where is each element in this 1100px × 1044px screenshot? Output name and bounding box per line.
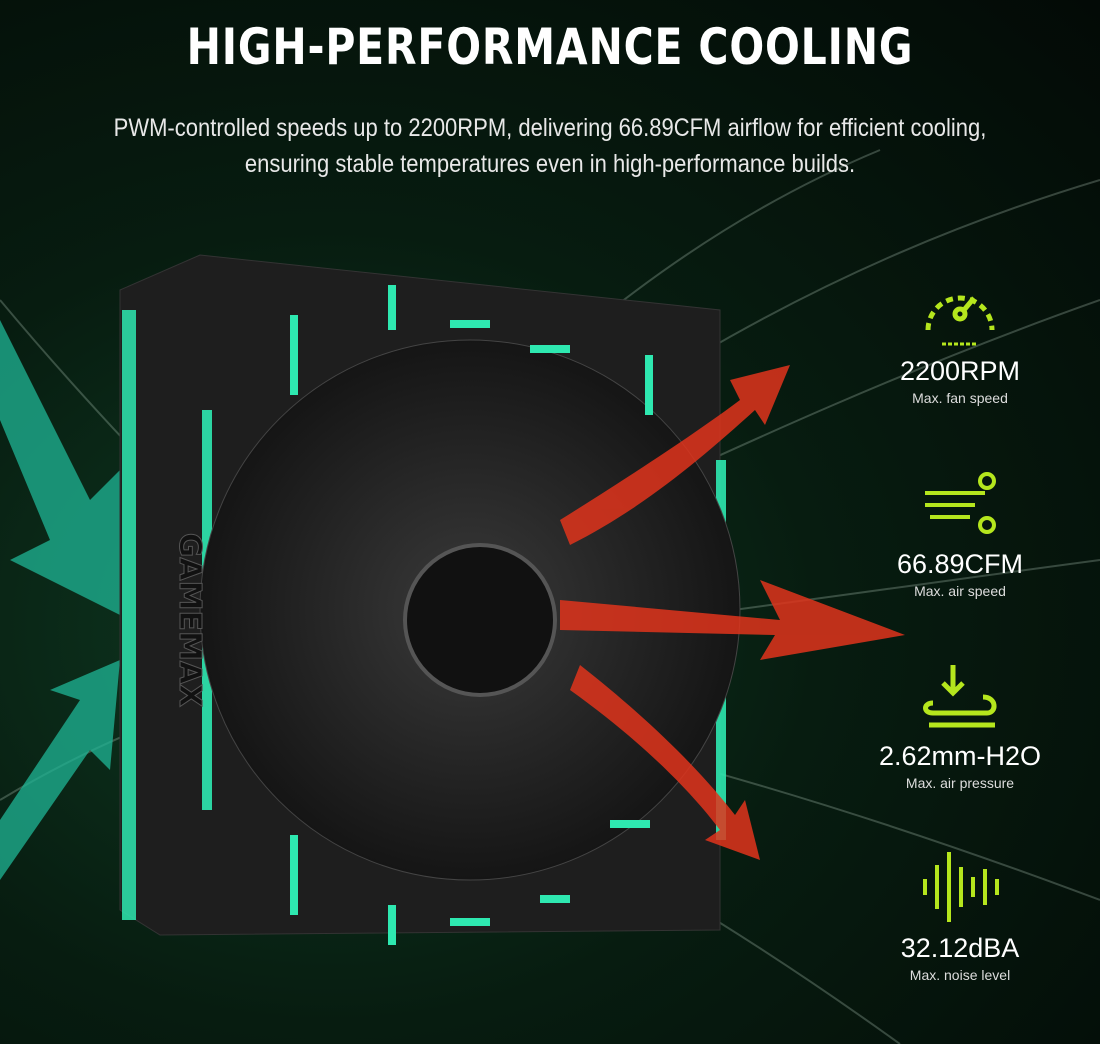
stat-noise: 32.12dBA Max. noise level: [860, 847, 1060, 983]
brand-logo: GAMEMAX: [172, 533, 207, 707]
stat-air-pressure: 2.62mm-H2O Max. air pressure: [860, 655, 1060, 791]
exhaust-arrows: [560, 365, 905, 860]
subtitle: PWM-controlled speeds up to 2200RPM, del…: [113, 114, 987, 178]
wind-icon: [860, 463, 1060, 543]
sound-wave-icon: [860, 847, 1060, 927]
led-strip-left: [122, 310, 136, 920]
stat-airflow: 66.89CFM Max. air speed: [860, 463, 1060, 599]
intake-arrows: [0, 320, 130, 880]
speedometer-icon: [860, 270, 1060, 350]
page-title: HIGH-PERFORMANCE COOLING: [186, 18, 914, 76]
stat-fan-speed: 2200RPM Max. fan speed: [860, 270, 1060, 406]
fan-hub: [403, 543, 557, 697]
led-ring: [290, 285, 653, 945]
pressure-icon: [860, 655, 1060, 735]
